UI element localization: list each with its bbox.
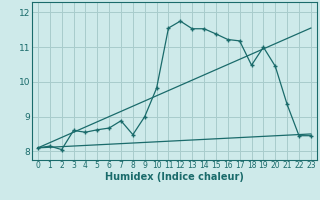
X-axis label: Humidex (Indice chaleur): Humidex (Indice chaleur) [105, 172, 244, 182]
